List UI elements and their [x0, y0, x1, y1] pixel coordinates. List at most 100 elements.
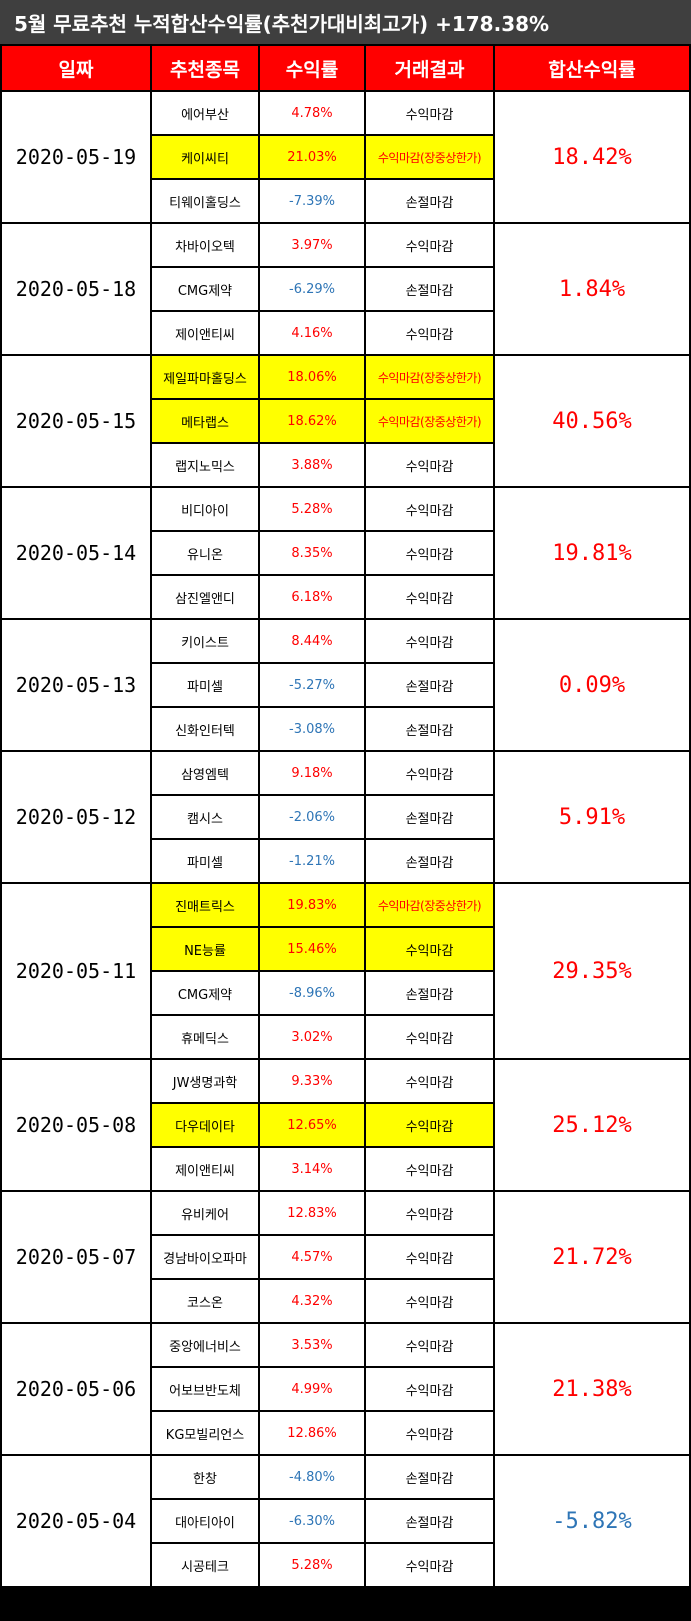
total-return-cell: 5.91% — [495, 752, 689, 882]
stock-name-cell: 제이앤티씨 — [152, 312, 258, 354]
trade-result-cell: 수익마감 — [366, 620, 493, 662]
return-rate-cell: 3.97% — [260, 224, 364, 266]
trade-result-cell: 손절마감 — [366, 1456, 493, 1498]
stock-name-cell: 제이앤티씨 — [152, 1148, 258, 1190]
trade-result-cell: 수익마감 — [366, 1236, 493, 1278]
trade-result-cell: 수익마감 — [366, 1324, 493, 1366]
trade-result-cell: 수익마감 — [366, 92, 493, 134]
trade-result-cell: 수익마감 — [366, 1412, 493, 1454]
return-rate-cell: -1.21% — [260, 840, 364, 882]
total-return-cell: 21.38% — [495, 1324, 689, 1454]
stock-name-cell: 시공테크 — [152, 1544, 258, 1586]
return-rate-cell: 21.03% — [260, 136, 364, 178]
stock-name-cell: 메타랩스 — [152, 400, 258, 442]
stock-name-cell: 캠시스 — [152, 796, 258, 838]
trade-result-cell: 수익마감 — [366, 1368, 493, 1410]
stock-name-cell: 케이씨티 — [152, 136, 258, 178]
total-return-cell: -5.82% — [495, 1456, 689, 1586]
stock-name-cell: 파미셀 — [152, 664, 258, 706]
return-rate-cell: 3.02% — [260, 1016, 364, 1058]
return-rate-cell: 19.83% — [260, 884, 364, 926]
return-rate-cell: -5.27% — [260, 664, 364, 706]
return-rate-cell: -8.96% — [260, 972, 364, 1014]
return-rate-cell: -7.39% — [260, 180, 364, 222]
return-rate-cell: 4.32% — [260, 1280, 364, 1322]
header-date: 일짜 — [2, 46, 150, 90]
header-rate: 수익률 — [260, 46, 364, 90]
date-cell: 2020-05-14 — [2, 488, 150, 618]
date-cell: 2020-05-13 — [2, 620, 150, 750]
trade-result-cell: 손절마감 — [366, 1500, 493, 1542]
total-return-cell: 29.35% — [495, 884, 689, 1058]
total-return-cell: 0.09% — [495, 620, 689, 750]
header-stock: 추천종목 — [152, 46, 258, 90]
trade-result-cell: 수익마감(장중상한가) — [366, 884, 493, 926]
date-cell: 2020-05-19 — [2, 92, 150, 222]
trade-result-cell: 수익마감 — [366, 1016, 493, 1058]
stock-name-cell: 신화인터텍 — [152, 708, 258, 750]
return-rate-cell: 9.33% — [260, 1060, 364, 1102]
return-rate-cell: 4.57% — [260, 1236, 364, 1278]
stock-name-cell: 랩지노믹스 — [152, 444, 258, 486]
stock-name-cell: 다우데이타 — [152, 1104, 258, 1146]
stock-name-cell: 에어부산 — [152, 92, 258, 134]
trade-result-cell: 수익마감 — [366, 444, 493, 486]
trade-result-cell: 수익마감(장중상한가) — [366, 356, 493, 398]
return-rate-cell: 6.18% — [260, 576, 364, 618]
stock-name-cell: 휴메딕스 — [152, 1016, 258, 1058]
trade-result-cell: 손절마감 — [366, 840, 493, 882]
stock-name-cell: 삼진엘앤디 — [152, 576, 258, 618]
stock-name-cell: CMG제약 — [152, 972, 258, 1014]
stock-name-cell: NE능률 — [152, 928, 258, 970]
trade-result-cell: 손절마감 — [366, 268, 493, 310]
date-cell: 2020-05-07 — [2, 1192, 150, 1322]
trade-result-cell: 손절마감 — [366, 796, 493, 838]
return-rate-cell: -6.30% — [260, 1500, 364, 1542]
stock-name-cell: 삼영엠텍 — [152, 752, 258, 794]
page-title: 5월 무료추천 누적합산수익률(추천가대비최고가) +178.38% — [0, 0, 691, 44]
return-rate-cell: 3.53% — [260, 1324, 364, 1366]
return-rate-cell: 18.06% — [260, 356, 364, 398]
stock-name-cell: KG모빌리언스 — [152, 1412, 258, 1454]
stock-name-cell: 차바이오텍 — [152, 224, 258, 266]
return-rate-cell: 15.46% — [260, 928, 364, 970]
return-rate-cell: 12.83% — [260, 1192, 364, 1234]
stock-name-cell: JW생명과학 — [152, 1060, 258, 1102]
return-rate-cell: 18.62% — [260, 400, 364, 442]
stock-name-cell: 티웨이홀딩스 — [152, 180, 258, 222]
total-return-cell: 25.12% — [495, 1060, 689, 1190]
total-return-cell: 1.84% — [495, 224, 689, 354]
trade-result-cell: 수익마감 — [366, 224, 493, 266]
return-rate-cell: 4.78% — [260, 92, 364, 134]
date-cell: 2020-05-15 — [2, 356, 150, 486]
date-cell: 2020-05-18 — [2, 224, 150, 354]
return-rate-cell: 8.44% — [260, 620, 364, 662]
stock-name-cell: 유비케어 — [152, 1192, 258, 1234]
stock-name-cell: 한창 — [152, 1456, 258, 1498]
trade-result-cell: 수익마감 — [366, 312, 493, 354]
return-rate-cell: 5.28% — [260, 1544, 364, 1586]
stock-name-cell: 진매트릭스 — [152, 884, 258, 926]
trade-result-cell: 수익마감 — [366, 1544, 493, 1586]
total-return-cell: 19.81% — [495, 488, 689, 618]
header-total: 합산수익률 — [495, 46, 689, 90]
trade-result-cell: 수익마감 — [366, 1192, 493, 1234]
trade-result-cell: 수익마감(장중상한가) — [366, 400, 493, 442]
total-return-cell: 40.56% — [495, 356, 689, 486]
trade-result-cell: 수익마감 — [366, 1060, 493, 1102]
stock-name-cell: 어보브반도체 — [152, 1368, 258, 1410]
return-rate-cell: -4.80% — [260, 1456, 364, 1498]
stock-name-cell: CMG제약 — [152, 268, 258, 310]
date-cell: 2020-05-06 — [2, 1324, 150, 1454]
return-rate-cell: 12.65% — [260, 1104, 364, 1146]
stock-name-cell: 대아티아이 — [152, 1500, 258, 1542]
return-rate-cell: -3.08% — [260, 708, 364, 750]
return-rate-cell: 4.99% — [260, 1368, 364, 1410]
total-return-cell: 18.42% — [495, 92, 689, 222]
return-rate-cell: -2.06% — [260, 796, 364, 838]
trade-result-cell: 수익마감 — [366, 928, 493, 970]
date-cell: 2020-05-11 — [2, 884, 150, 1058]
trade-result-cell: 손절마감 — [366, 708, 493, 750]
return-rate-cell: 8.35% — [260, 532, 364, 574]
trade-result-cell: 수익마감 — [366, 1104, 493, 1146]
